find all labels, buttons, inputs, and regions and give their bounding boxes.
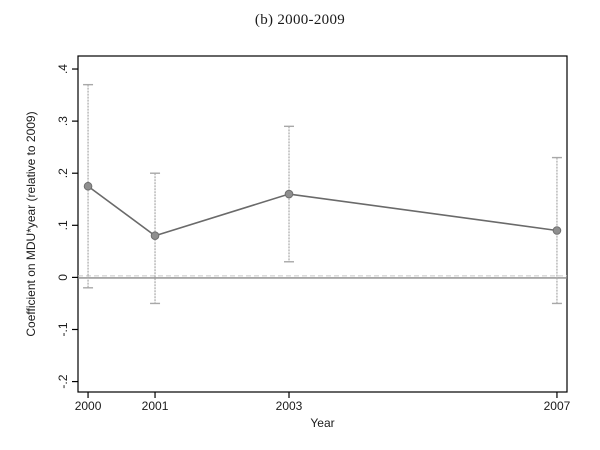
x-axis-tick-label: 2007: [544, 399, 571, 413]
x-axis-tick-label: 2000: [75, 399, 102, 413]
y-axis-tick-label: .2: [56, 168, 70, 178]
data-point-marker: [284, 189, 294, 199]
x-axis-tick-label: 2003: [276, 399, 303, 413]
y-axis-tick-label: .4: [56, 64, 70, 74]
chart-title: (b) 2000-2009: [254, 12, 346, 28]
y-axis-tick-label: .1: [56, 220, 70, 230]
data-point-marker: [552, 226, 562, 235]
y-axis-tick-label: 0: [56, 274, 70, 281]
y-axis-tick-label: -.2: [56, 374, 70, 388]
estimate-line: [87, 185, 558, 237]
y-axis-tick-label: -.1: [56, 322, 70, 336]
x-axis-tick-label: 2001: [142, 399, 169, 413]
x-axis-label: Year: [310, 416, 335, 430]
data-point-marker: [83, 181, 93, 191]
y-axis-tick-label: .3: [56, 116, 70, 126]
data-point-marker: [150, 231, 160, 241]
plot-box: [77, 55, 568, 393]
